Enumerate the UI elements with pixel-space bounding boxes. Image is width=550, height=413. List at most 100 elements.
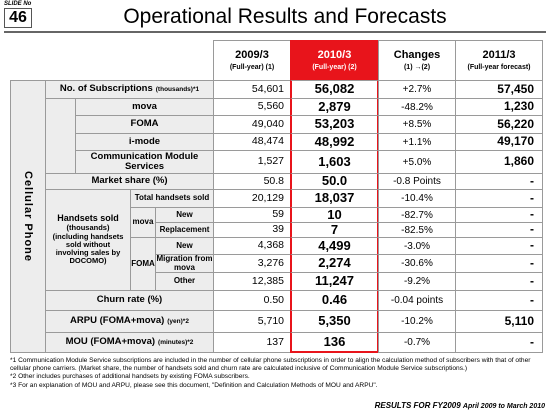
value-cell: 48,992	[290, 133, 379, 151]
value-cell: 20,129	[213, 189, 291, 208]
value-cell: -	[455, 207, 543, 223]
value-cell: 136	[290, 332, 379, 353]
row-label: ARPU (FOMA+mova) (yen)*2	[45, 310, 214, 333]
handsets-label-line: (thousands)	[66, 223, 110, 233]
value-cell: -	[455, 237, 543, 255]
row-label: New	[155, 207, 214, 223]
value-cell: 1,230	[455, 98, 543, 116]
header-note: (Full-year) (1)	[229, 64, 275, 72]
title: Operational Results and Forecasts	[123, 5, 447, 28]
row-label: Communication Module Services	[75, 150, 214, 174]
row-label-text: New	[176, 209, 193, 219]
row-label-unit: (yen)*2	[167, 317, 189, 325]
value-cell: 7	[290, 222, 379, 238]
footnote: *1 Communication Module Service subscrip…	[10, 357, 531, 373]
column-header: 2009/3 (Full-year) (1)	[213, 40, 291, 81]
value-cell: 49,040	[213, 115, 291, 134]
value-cell: 39	[213, 222, 291, 238]
value-cell: 59	[213, 207, 291, 223]
value-cell: -82.5%	[378, 222, 456, 238]
value-cell: 48,474	[213, 133, 291, 151]
row-label-text: Replacement	[159, 224, 210, 234]
value-cell: 18,037	[290, 189, 379, 208]
value-cell: 5,110	[455, 310, 543, 333]
row-label-text: mova	[132, 100, 157, 112]
value-cell: 10	[290, 207, 379, 223]
row-label: New	[155, 237, 214, 255]
value-cell: 56,082	[290, 80, 379, 99]
handsets-label-line: involving sales by	[55, 248, 121, 258]
row-label: Market share (%)	[45, 173, 214, 190]
value-cell: +5.0%	[378, 150, 456, 174]
header-year: 2009/3	[235, 49, 269, 62]
value-cell: 4,499	[290, 237, 379, 255]
value-cell: 5,560	[213, 98, 291, 116]
row-label: Replacement	[155, 222, 214, 238]
row-label-text: i-mode	[128, 135, 161, 147]
value-cell: -30.6%	[378, 254, 456, 273]
value-cell: 2,274	[290, 254, 379, 273]
value-cell: 5,350	[290, 310, 379, 333]
value-cell: -10.4%	[378, 189, 456, 208]
group-label: Cellular Phone	[10, 80, 46, 353]
value-cell: 0.46	[290, 290, 379, 311]
value-cell: -	[455, 254, 543, 273]
value-cell: 50.0	[290, 173, 379, 190]
header-note: (Full-year forecast)	[467, 64, 531, 72]
value-cell: 2,879	[290, 98, 379, 116]
value-cell: 1,603	[290, 150, 379, 174]
value-cell: -	[455, 173, 543, 190]
value-cell: -9.2%	[378, 272, 456, 291]
header-year: 2011/3	[482, 49, 516, 62]
row-label-unit: (thousands)*1	[155, 85, 200, 93]
value-cell: -10.2%	[378, 310, 456, 333]
row-label-text: Other	[173, 276, 196, 286]
value-cell: +1.1%	[378, 133, 456, 151]
value-cell: 4,368	[213, 237, 291, 255]
value-cell: 1,860	[455, 150, 543, 174]
value-cell: -0.04 points	[378, 290, 456, 311]
footer-title: RESULTS FOR FY2009	[374, 401, 461, 410]
value-cell: -0.7%	[378, 332, 456, 353]
row-label-unit: (minutes)*2	[158, 338, 194, 346]
row-label: Migration from mova	[155, 254, 214, 273]
footnotes: *1 Communication Module Service subscrip…	[10, 357, 545, 390]
slide-number-label: SLIDE No	[4, 1, 32, 7]
row-label: i-mode	[75, 133, 214, 151]
value-cell: 11,247	[290, 272, 379, 291]
value-cell: 57,450	[455, 80, 543, 99]
footnote: *2 Other includes purchases of additiona…	[10, 373, 250, 381]
row-label-text: Market share (%)	[91, 175, 168, 187]
header-year: Changes	[393, 49, 441, 62]
row-label-text: FOMA	[130, 118, 159, 130]
value-cell: 54,601	[213, 80, 291, 99]
row-label-text: ARPU (FOMA+mova)	[70, 315, 165, 327]
value-cell: -	[455, 189, 543, 208]
row-label-text: Churn rate (%)	[96, 294, 163, 306]
row-label-text: No. of Subscriptions	[59, 83, 153, 95]
value-cell: -3.0%	[378, 237, 456, 255]
value-cell: 56,220	[455, 115, 543, 134]
header-year: 2010/3	[317, 49, 352, 62]
row-label: mova	[75, 98, 214, 116]
footer: RESULTS FOR FY2009 April 2009 to March 2…	[260, 401, 545, 410]
value-cell: +2.7%	[378, 80, 456, 99]
row-label: Other	[155, 272, 214, 291]
value-cell: -48.2%	[378, 98, 456, 116]
row-label-text: Total handsets sold	[134, 193, 210, 203]
row-label: No. of Subscriptions (thousands)*1	[45, 80, 214, 99]
value-cell: -0.8 Points	[378, 173, 456, 190]
row-label-text: MOU (FOMA+mova)	[65, 336, 156, 348]
value-cell: -	[455, 272, 543, 291]
indent-cell	[45, 98, 76, 174]
value-cell: 0.50	[213, 290, 291, 311]
footnote: *3 For an explanation of MOU and ARPU, p…	[10, 381, 378, 389]
value-cell: 3,276	[213, 254, 291, 273]
value-cell: 49,170	[455, 133, 543, 151]
value-cell: -82.7%	[378, 207, 456, 223]
handsets-label-line: DOCOMO)	[69, 256, 107, 266]
value-cell: 5,710	[213, 310, 291, 333]
column-header: 2010/3 (Full-year) (2)	[290, 40, 379, 81]
group-label-text: Cellular Phone	[22, 170, 35, 263]
sub-group-label: FOMA	[130, 237, 156, 291]
